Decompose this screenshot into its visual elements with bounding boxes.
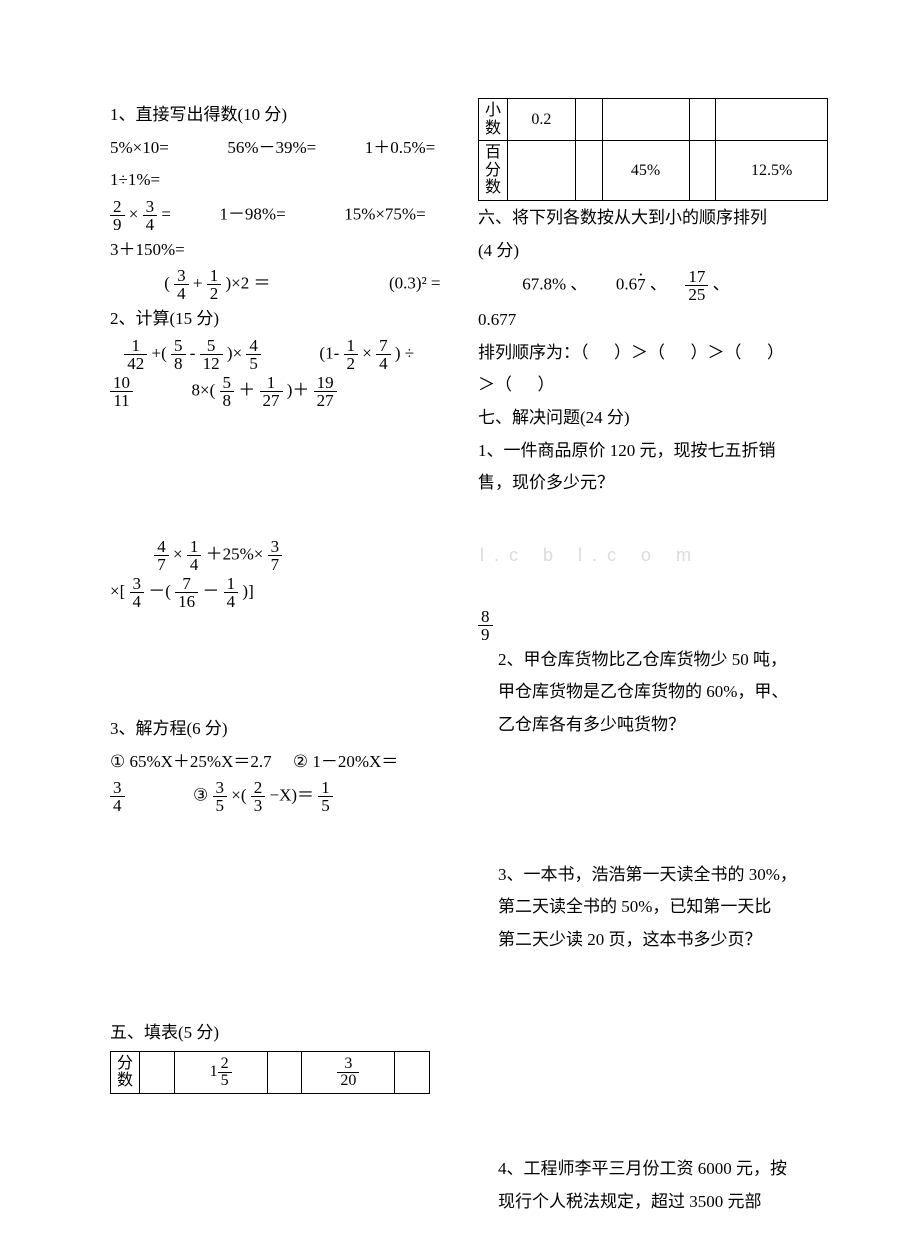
right-column: 小数 0.2 百分数 45% 12.5% 六、将下列各数按从大到小的顺序排列 — [478, 98, 828, 1219]
frac-1-27: 127 — [260, 374, 283, 409]
q7-2a: 2、甲仓库货物比乙仓库货物少 50 吨， — [478, 645, 828, 676]
q7-4a: 4、工程师李平三月份工资 6000 元，按 — [478, 1154, 828, 1185]
q2-title: 2、计算(15 分) — [110, 304, 460, 335]
tB-r1c5 — [716, 99, 828, 141]
tA-c2: 125 — [174, 1051, 267, 1093]
frac-17-25: 1725 — [685, 268, 708, 303]
q7-title: 七、解决问题(24 分) — [478, 403, 828, 434]
q3-title: 3、解方程(6 分) — [110, 714, 460, 745]
frac-1-2b: 12 — [344, 337, 359, 372]
frac-5-8: 58 — [171, 337, 186, 372]
q1-r1b: 56%－39%= — [227, 138, 316, 157]
plus: + — [193, 274, 203, 293]
q6-order2: ＞（ ） — [478, 370, 828, 401]
q1-r4: 3＋150%= — [110, 235, 460, 266]
frac-19-27: 1927 — [314, 374, 337, 409]
q1-r1c: 1＋0.5%= — [365, 138, 436, 157]
frac-3-4c: 34 — [130, 575, 145, 610]
q7-1b: 售，现价多少元？ — [478, 468, 828, 499]
frac-4-7: 47 — [154, 538, 169, 573]
q3-r1: ① 65%X＋25%X＝2.7 ② 1－20%X＝ — [110, 747, 460, 778]
frac-1-2: 12 — [207, 267, 222, 302]
tB-hdr2: 百分数 — [479, 141, 508, 201]
q7-2b: 甲仓库货物是乙仓库货物的 60%，甲、 — [478, 677, 828, 708]
tB-r2c5: 12.5% — [716, 141, 828, 201]
frac-5-8b: 58 — [220, 374, 235, 409]
tB-r2c4 — [689, 141, 716, 201]
q1-row3: 29 × 34 = 1－98%= 15%×75%= — [110, 198, 460, 233]
frac-8-9: 89 — [478, 608, 493, 643]
q1-r1a: 5%×10= — [110, 138, 169, 157]
frac-1-5: 15 — [318, 779, 333, 814]
frac-3-4b: 34 — [174, 267, 189, 302]
tB-r2c3: 45% — [602, 141, 689, 201]
q7-3a: 3、一本书，浩浩第一天读全书的 30%， — [478, 860, 828, 891]
watermark: l.c b l.c o m — [480, 545, 701, 566]
q7-1a: 1、一件商品原价 120 元，现按七五折销 — [478, 436, 828, 467]
tB-r2c2 — [575, 141, 602, 201]
frac-5-12: 512 — [200, 337, 223, 372]
tB-r1c3 — [602, 99, 689, 141]
q2-row4: ×[ 34 －( 716 － 14 )] — [110, 575, 460, 610]
tA-hdr: 分数 — [111, 1051, 140, 1093]
tB-r1c4 — [689, 99, 716, 141]
tA-c4: 320 — [302, 1051, 395, 1093]
q1-r3-mid: 1－98%= — [219, 204, 285, 223]
frac-4-5: 45 — [246, 337, 261, 372]
frac-3-4d: 34 — [110, 779, 125, 814]
frac-3-7: 37 — [268, 538, 283, 573]
tB-hdr1: 小数 — [479, 99, 508, 141]
tB-r2c1 — [508, 141, 576, 201]
frac-3-4: 34 — [143, 198, 158, 233]
frac-7-4: 74 — [376, 337, 391, 372]
left-column: 1、直接写出得数(10 分) 5%×10= 56%－39%= 1＋0.5%= 1… — [110, 98, 460, 1219]
frac-2-3: 23 — [251, 779, 266, 814]
tB-r1c2 — [575, 99, 602, 141]
frac-2-9: 29 — [110, 198, 125, 233]
q1-title: 1、直接写出得数(10 分) — [110, 100, 460, 131]
q7-extra: 89 — [478, 608, 828, 643]
q1-r5-right: (0.3)² = — [389, 274, 441, 293]
q6-title: 六、将下列各数按从大到小的顺序排列 — [478, 203, 828, 234]
q6-values: 67.8% 、 0.67 、 1725 、 — [478, 268, 828, 303]
q2-row3: 47 × 14 ＋25%× 37 — [110, 538, 460, 573]
tA-c1 — [140, 1051, 175, 1093]
q7-3b: 第二天读全书的 50%，已知第一天比 — [478, 892, 828, 923]
frac-1-4b: 14 — [224, 575, 239, 610]
frac-1-42: 142 — [124, 337, 147, 372]
tB-r1c1: 0.2 — [508, 99, 576, 141]
tA-c5 — [395, 1051, 430, 1093]
table-decimal-percent: 小数 0.2 百分数 45% 12.5% — [478, 98, 828, 201]
q5-title: 五、填表(5 分) — [110, 1018, 460, 1049]
tail: )×2 ＝ — [226, 274, 271, 293]
q3-r2: 34 ③ 35 ×( 23 −X)＝ 15 — [110, 779, 460, 814]
q1-r3-end: 15%×75%= — [344, 204, 426, 223]
q2-row1: 142 +( 58 - 512 )× 45 (1- 12 × 74 ) ÷ — [110, 337, 460, 372]
q6-order: 排列顺序为：（ ）＞（ ）＞（ ） — [478, 338, 828, 369]
q2-row2: 1011 8×( 58 ＋ 127 )＋ 1927 — [110, 374, 460, 409]
q1-row5: ( 34 + 12 )×2 ＝ (0.3)² = — [110, 267, 460, 302]
q6-sub: (4 分) — [478, 236, 828, 267]
eq: = — [161, 204, 171, 223]
q6-d: 0.677 — [478, 305, 828, 336]
table-fraction: 分数 125 320 — [110, 1051, 430, 1094]
q1-row1: 5%×10= 56%－39%= 1＋0.5%= — [110, 133, 460, 164]
q1-r2: 1÷1%= — [110, 165, 460, 196]
frac-10-11: 1011 — [110, 374, 133, 409]
frac-1-4: 14 — [187, 538, 202, 573]
q7-4b: 现行个人税法规定，超过 3500 元部 — [478, 1187, 828, 1218]
tA-c3 — [267, 1051, 302, 1093]
frac-3-5: 35 — [213, 779, 228, 814]
frac-7-16: 716 — [175, 575, 198, 610]
q7-2c: 乙仓库各有多少吨货物？ — [478, 710, 828, 741]
q7-3c: 第二天少读 20 页，这本书多少页？ — [478, 925, 828, 956]
